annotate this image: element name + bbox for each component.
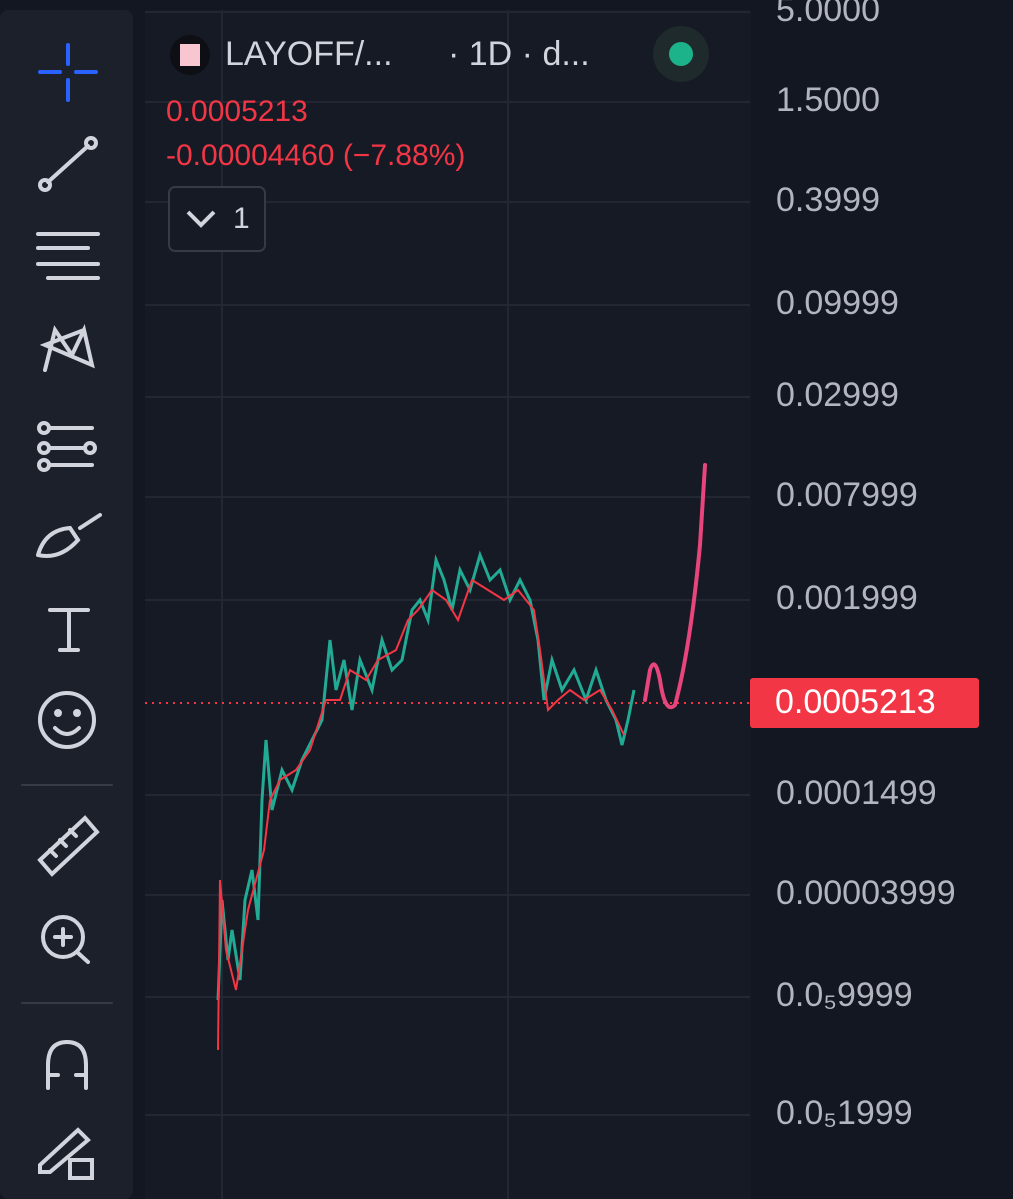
change: -0.00004460 (−7.88%) xyxy=(166,139,465,172)
axis-label: 0.0₅9999 xyxy=(776,976,913,1014)
axis-label: 0.3999 xyxy=(776,181,880,219)
interval[interactable]: · 1D · d... xyxy=(448,35,590,73)
symbol-icon xyxy=(180,44,200,66)
axis-label: 0.09999 xyxy=(776,284,899,322)
axis-label: 0.001999 xyxy=(776,579,918,617)
last-price-label: 0.0005213 xyxy=(775,683,936,721)
axis-label: 0.02999 xyxy=(776,376,899,414)
toolbar xyxy=(0,10,133,1199)
last-price-tag xyxy=(750,678,979,728)
axis-label: 0.007999 xyxy=(776,476,918,514)
status-dot xyxy=(669,42,693,66)
hand-drawn-line xyxy=(643,463,707,710)
chevron xyxy=(186,210,216,228)
axis-label: 5.0000 xyxy=(776,0,880,29)
indicators-toggle[interactable] xyxy=(168,186,266,252)
axis-label: 0.0₅1999 xyxy=(776,1094,913,1132)
axis-label: 1.5000 xyxy=(776,81,880,119)
price-axis: 5.0000 1.5000 0.3999 0.09999 0.02999 0.007999… xyxy=(776,0,956,1132)
axis-label: 0.00003999 xyxy=(776,874,956,912)
price-series xyxy=(216,550,636,1051)
indicators-count: 1 xyxy=(233,202,250,235)
price: 0.0005213 xyxy=(166,95,308,128)
symbol[interactable]: LAYOFF/... xyxy=(225,35,393,73)
toolbar-icons[interactable] xyxy=(21,43,113,1180)
axis-label: 0.0001499 xyxy=(776,774,937,812)
